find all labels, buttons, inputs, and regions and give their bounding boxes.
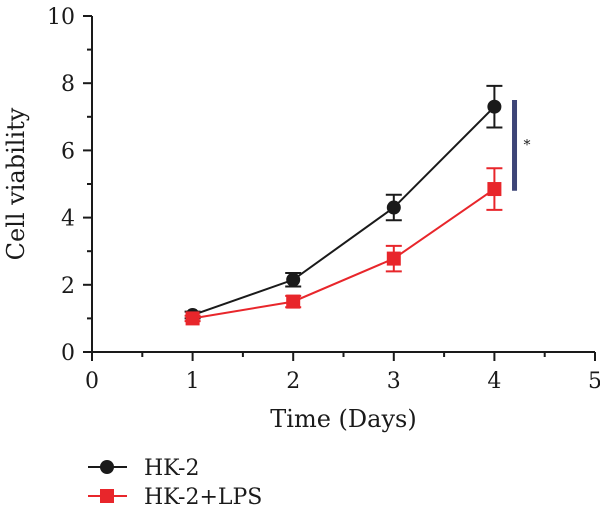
x-tick-label: 0 — [85, 369, 99, 394]
legend-marker — [100, 460, 114, 474]
data-point — [487, 99, 502, 114]
legend-item: HK-2+LPS — [88, 485, 262, 510]
axes: 0 1 2 3 4 5 0 2 4 6 8 10 Time (Days) Cell viabilit… — [2, 5, 600, 433]
plot-area — [184, 84, 503, 326]
x-tick-label: 5 — [588, 369, 600, 394]
x-axis-title: Time (Days) — [270, 405, 416, 433]
data-point — [487, 182, 502, 197]
y-tick-label: 0 — [61, 341, 75, 366]
series-line — [192, 188, 495, 320]
y-axis-title: Cell viability — [2, 107, 30, 260]
series-2 — [184, 167, 503, 326]
data-point — [386, 200, 401, 215]
data-point — [286, 294, 301, 309]
x-tick-label: 1 — [186, 369, 200, 394]
x-tick-label: 4 — [487, 369, 501, 394]
x-tick-label: 2 — [286, 369, 300, 394]
data-point — [286, 272, 301, 287]
y-tick-label: 6 — [61, 139, 75, 164]
y-tick-label: 10 — [47, 5, 75, 30]
data-point — [185, 311, 200, 326]
y-tick-label: 4 — [61, 207, 75, 232]
y-tick-label: 2 — [61, 274, 75, 299]
significance-annotation: * — [512, 100, 531, 191]
significance-star: * — [524, 137, 531, 153]
y-tick-label: 8 — [61, 72, 75, 97]
data-point — [386, 251, 401, 266]
x-tick-label: 3 — [387, 369, 401, 394]
series-1 — [184, 84, 503, 323]
legend: HK-2 HK-2+LPS — [88, 456, 262, 510]
x-axis-ticks: 0 1 2 3 4 5 — [85, 352, 600, 394]
series-line — [192, 106, 496, 316]
legend-marker — [100, 489, 114, 503]
legend-item: HK-2 — [88, 456, 199, 481]
y-axis-ticks: 0 2 4 6 8 10 — [47, 5, 92, 366]
legend-label: HK-2 — [144, 456, 199, 481]
legend-label: HK-2+LPS — [144, 485, 262, 510]
